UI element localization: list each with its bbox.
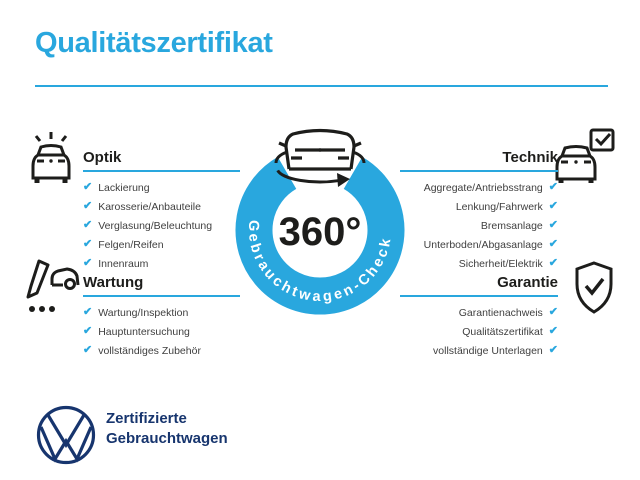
title-divider <box>35 85 608 87</box>
checklist-item-label: vollständiges Zubehör <box>98 344 201 357</box>
section-title-optik: Optik <box>83 149 122 166</box>
section-divider-wartung <box>83 295 240 297</box>
check-icon: ✔ <box>83 200 93 212</box>
section-optik: Optik ✔ Lackierung ✔ Karosserie/Anbauteile… <box>83 150 240 273</box>
car-360-rotation-icon <box>274 128 366 187</box>
checklist-item: Qualitätszertifikat ✔ <box>400 322 558 341</box>
check-icon: ✔ <box>548 325 558 337</box>
degree-label: 360° <box>279 210 362 254</box>
section-wartung: Wartung ✔ Wartung/Inspektion ✔ Hauptunters… <box>83 275 240 360</box>
technik-checklist: Aggregate/Antriebsstrang ✔ Lenkung/Fahrwe… <box>400 178 558 273</box>
section-title-garantie: Garantie <box>497 274 558 291</box>
section-technik: Technik Aggregate/Antriebsstrang ✔ Lenkun… <box>400 150 558 273</box>
checklist-item: Unterboden/Abgasanlage ✔ <box>400 235 558 254</box>
checklist-item: ✔ Hauptuntersuchung <box>83 322 240 341</box>
check-icon: ✔ <box>83 344 93 356</box>
footer-line2: Gebrauchtwagen <box>106 430 228 447</box>
checklist-item-label: Lackierung <box>98 181 150 194</box>
checklist-item-label: Sicherheit/Elektrik <box>458 257 543 270</box>
check-icon: ✔ <box>548 257 558 269</box>
shiny-car-icon <box>31 132 71 183</box>
checklist-item: Lenkung/Fahrwerk ✔ <box>400 197 558 216</box>
footer-line1: Zertifizierte <box>106 410 187 427</box>
checklist-item-label: Garantienachweis <box>458 306 543 319</box>
pencil-car-icon <box>26 259 80 312</box>
check-icon: ✔ <box>548 238 558 250</box>
section-divider-technik <box>400 170 558 172</box>
checklist-item-label: Lenkung/Fahrwerk <box>455 200 543 213</box>
checklist-item: ✔ Verglasung/Beleuchtung <box>83 216 240 235</box>
checklist-item: Garantienachweis ✔ <box>400 303 558 322</box>
checklist-item-label: Wartung/Inspektion <box>98 306 189 319</box>
checklist-item-label: vollständige Unterlagen <box>433 344 543 357</box>
checklist-item-label: Qualitätszertifikat <box>462 325 543 338</box>
checklist-item: vollständige Unterlagen ✔ <box>400 341 558 360</box>
car-checkbox-icon <box>555 128 615 183</box>
checklist-item: ✔ Karosserie/Anbauteile <box>83 197 240 216</box>
ring-curved-label: Gebrauchtwagen-Check <box>245 220 395 305</box>
page-title: Qualitätszertifikat <box>35 27 273 59</box>
checklist-item: Sicherheit/Elektrik ✔ <box>400 254 558 273</box>
checklist-item-label: Hauptuntersuchung <box>98 325 190 338</box>
check-icon: ✔ <box>548 181 558 193</box>
wartung-checklist: ✔ Wartung/Inspektion ✔ Hauptuntersuchung ✔… <box>83 303 240 360</box>
checklist-item: ✔ vollständiges Zubehör <box>83 341 240 360</box>
check-icon: ✔ <box>83 219 93 231</box>
check-icon: ✔ <box>548 306 558 318</box>
checklist-item: ✔ Innenraum <box>83 254 240 273</box>
garantie-checklist: Garantienachweis ✔ Qualitätszertifikat ✔ v… <box>400 303 558 360</box>
section-divider-optik <box>83 170 240 172</box>
checklist-item-label: Verglasung/Beleuchtung <box>98 219 213 232</box>
check-icon: ✔ <box>548 200 558 212</box>
checklist-item: ✔ Lackierung <box>83 178 240 197</box>
section-garantie: Garantie Garantienachweis ✔ Qualitätszert… <box>400 275 558 360</box>
check-icon: ✔ <box>83 306 93 318</box>
checklist-item: ✔ Wartung/Inspektion <box>83 303 240 322</box>
section-title-technik: Technik <box>502 149 558 166</box>
vw-logo <box>36 405 96 465</box>
check-icon: ✔ <box>83 238 93 250</box>
checklist-item-label: Karosserie/Anbauteile <box>98 200 201 213</box>
checklist-item-label: Innenraum <box>98 257 149 270</box>
checklist-item-label: Bremsanlage <box>480 219 543 232</box>
section-title-wartung: Wartung <box>83 274 144 291</box>
check-icon: ✔ <box>83 181 93 193</box>
check-icon: ✔ <box>83 257 93 269</box>
footer-wordmark: Zertifizierte Gebrauchtwagen <box>106 409 228 449</box>
checklist-item-label: Unterboden/Abgasanlage <box>423 238 543 251</box>
ring-shape <box>235 156 405 315</box>
checklist-item: Bremsanlage ✔ <box>400 216 558 235</box>
check-icon: ✔ <box>548 344 558 356</box>
shield-check-icon <box>575 261 613 314</box>
checklist-item: Aggregate/Antriebsstrang ✔ <box>400 178 558 197</box>
check-icon: ✔ <box>548 219 558 231</box>
checklist-item: ✔ Felgen/Reifen <box>83 235 240 254</box>
checklist-item-label: Aggregate/Antriebsstrang <box>423 181 543 194</box>
check-icon: ✔ <box>83 325 93 337</box>
optik-checklist: ✔ Lackierung ✔ Karosserie/Anbauteile ✔ Verg… <box>83 178 240 273</box>
checklist-item-label: Felgen/Reifen <box>98 238 164 251</box>
section-divider-garantie <box>400 295 558 297</box>
